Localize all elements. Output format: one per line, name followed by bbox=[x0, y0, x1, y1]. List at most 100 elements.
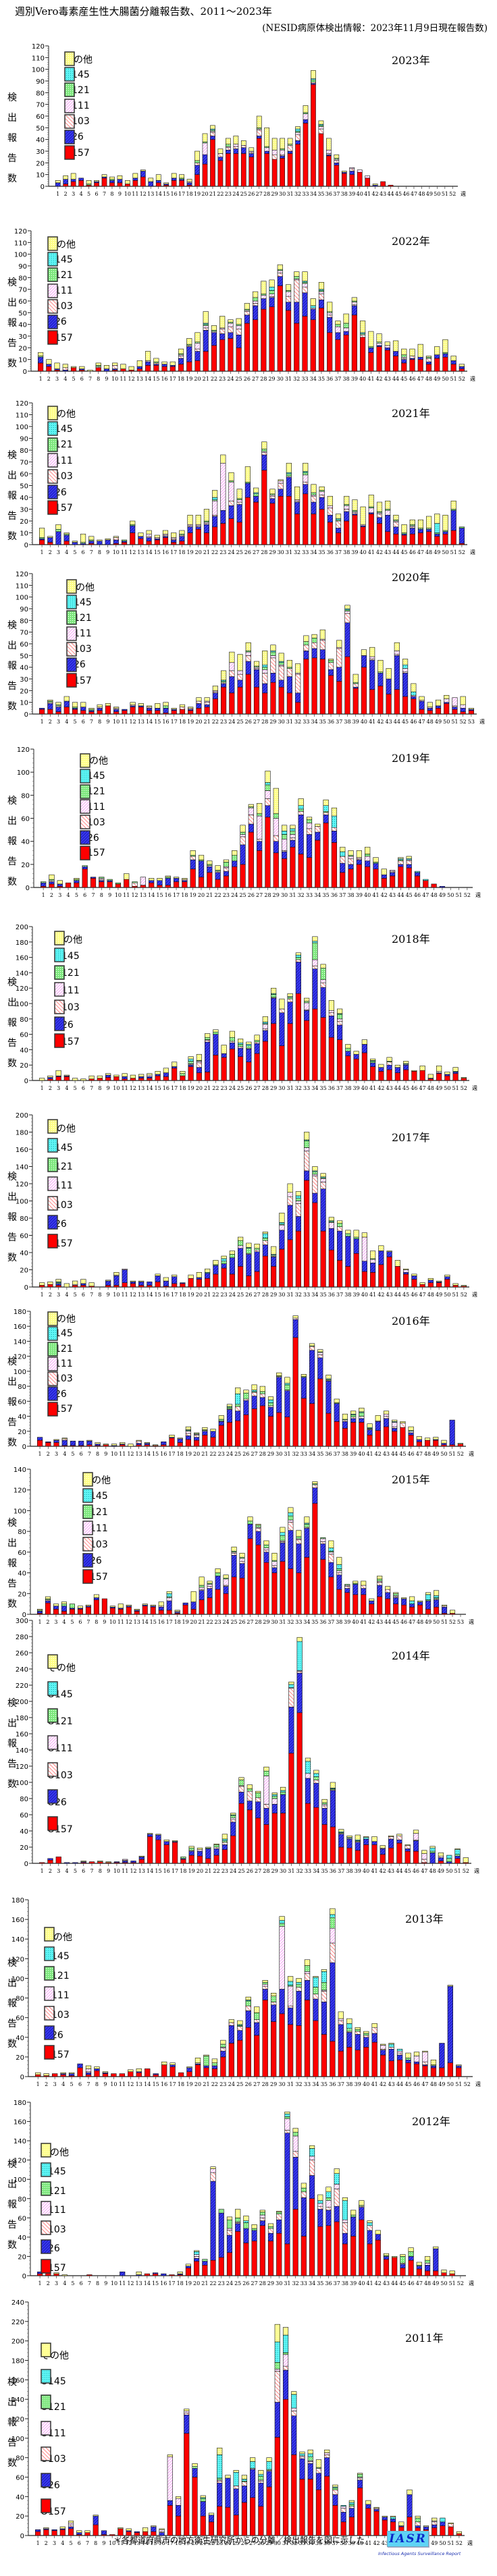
x-tick-label: 49 bbox=[435, 719, 442, 725]
bar-segment-O26 bbox=[377, 1585, 383, 1597]
bar-segment-O145 bbox=[233, 2471, 239, 2486]
bar-segment-O103 bbox=[210, 2172, 216, 2182]
bar-segment-O145 bbox=[317, 2200, 323, 2204]
x-tick-label: 37 bbox=[333, 191, 340, 197]
bar-segment-O26 bbox=[80, 1283, 86, 1286]
bar-segment-O121 bbox=[218, 1419, 224, 1421]
bar-segment-O157 bbox=[335, 339, 341, 372]
bar-segment-other bbox=[226, 138, 231, 144]
x-tick-label: 7 bbox=[90, 719, 93, 725]
bar-segment-O121 bbox=[286, 473, 292, 476]
x-tick-label: 35 bbox=[319, 719, 326, 725]
bar-segment-other bbox=[394, 1064, 400, 1068]
bar-segment-O157 bbox=[304, 1557, 310, 1615]
bar-segment-other bbox=[232, 850, 238, 856]
bar-segment-other bbox=[262, 1980, 268, 1983]
bar-segment-O157 bbox=[239, 1577, 245, 1615]
bar-segment-O26 bbox=[270, 2004, 277, 2022]
bar-week-37 bbox=[337, 1220, 343, 1288]
x-tick-label: 48 bbox=[427, 1085, 434, 1091]
bar-week-38 bbox=[336, 1557, 342, 1615]
x-tick-label: 19 bbox=[188, 1085, 194, 1091]
bar-week-50 bbox=[442, 339, 448, 372]
bar-segment-O111 bbox=[348, 856, 354, 859]
bar-segment-O157 bbox=[155, 1282, 161, 1288]
x-tick-label: 52 bbox=[460, 719, 467, 725]
bar-segment-O157 bbox=[359, 1422, 365, 1447]
bar-week-52 bbox=[460, 696, 466, 715]
x-tick-label: 3 bbox=[53, 2540, 56, 2546]
x-tick-label: 23 bbox=[221, 1292, 228, 1298]
x-tick-label: 13 bbox=[136, 1451, 142, 1457]
x-tick-label: 37 bbox=[339, 892, 346, 898]
bar-week-6 bbox=[76, 2530, 82, 2536]
x-tick-label: 52 bbox=[461, 1292, 467, 1298]
bar-week-3 bbox=[53, 2272, 59, 2276]
x-tick-label: 7 bbox=[86, 2540, 89, 2546]
x-tick-label: 44 bbox=[391, 1451, 398, 1457]
bar-segment-O121 bbox=[245, 2000, 251, 2006]
bar-segment-O103 bbox=[344, 613, 350, 624]
bar-segment-O26 bbox=[169, 2064, 176, 2067]
bar-segment-O157 bbox=[369, 689, 375, 715]
bar-segment-O157 bbox=[375, 1430, 381, 1447]
x-tick-label: 13 bbox=[134, 2540, 140, 2546]
bar-segment-O111 bbox=[304, 1147, 310, 1151]
y-tick-label: 30 bbox=[20, 676, 28, 684]
bar-segment-O121 bbox=[226, 144, 231, 147]
bar-segment-O157 bbox=[325, 1413, 332, 1447]
bar-segment-other bbox=[310, 298, 316, 306]
bar-segment-other bbox=[266, 2457, 272, 2462]
bar-week-37 bbox=[338, 2011, 344, 2077]
bar-week-4 bbox=[60, 2072, 66, 2077]
bar-week-25 bbox=[236, 318, 242, 372]
bar-segment-O145 bbox=[279, 1222, 285, 1225]
bar-week-17 bbox=[169, 2062, 176, 2077]
bar-segment-other bbox=[278, 653, 284, 662]
bar-segment-O26 bbox=[122, 1076, 128, 1080]
bar-segment-O157 bbox=[237, 2039, 243, 2077]
x-tick-label: 25 bbox=[240, 191, 247, 197]
bar-segment-other bbox=[236, 318, 242, 325]
bar-segment-O26 bbox=[213, 1265, 219, 1275]
y-tick-label: 180 bbox=[11, 1897, 24, 1904]
bar-week-12 bbox=[126, 2528, 132, 2536]
bar-segment-O121 bbox=[304, 1001, 310, 1004]
x-tick-label: 3 bbox=[57, 549, 60, 555]
legend-swatch-icon bbox=[47, 1157, 58, 1172]
bar-week-35 bbox=[318, 120, 324, 187]
x-tick-label: 24 bbox=[226, 1451, 233, 1457]
bar-segment-O145 bbox=[336, 1564, 342, 1569]
x-tick-label: 7 bbox=[88, 1451, 91, 1457]
bar-week-46 bbox=[408, 1426, 414, 1447]
bar-week-28 bbox=[258, 2470, 264, 2536]
x-tick-label: 43 bbox=[383, 1451, 390, 1457]
bar-segment-O111 bbox=[413, 1833, 419, 1840]
y-tick-label: 0 bbox=[20, 2074, 24, 2081]
x-tick-label: 28 bbox=[262, 1085, 269, 1091]
bar-segment-O157 bbox=[190, 869, 196, 888]
legend-item: O26 bbox=[64, 130, 93, 145]
bar-segment-other bbox=[355, 1834, 361, 1840]
bar-segment-O121 bbox=[336, 1568, 342, 1571]
bar-segment-other bbox=[336, 1557, 342, 1565]
bar-segment-other bbox=[43, 2073, 49, 2076]
bar-segment-O103 bbox=[350, 1417, 357, 1419]
y-tick-label: 140 bbox=[14, 2138, 26, 2145]
bar-segment-O121 bbox=[99, 877, 105, 879]
bar-week-4 bbox=[61, 1437, 68, 1447]
bar-segment-O121 bbox=[221, 1261, 227, 1264]
x-tick-label: 8 bbox=[110, 191, 113, 197]
x-tick-label: 47 bbox=[411, 191, 417, 197]
bar-week-36 bbox=[324, 2449, 330, 2536]
bar-segment-O157 bbox=[270, 2021, 277, 2077]
bar-segment-O26 bbox=[385, 514, 391, 532]
bar-segment-other bbox=[72, 1078, 78, 1081]
bar-segment-O26 bbox=[138, 1076, 145, 1078]
bar-week-8 bbox=[99, 877, 105, 888]
chart-panel-2011: 検出報告数 2011年 0 20 40 60 80 100 120 140 160 180 200 220… bbox=[0, 2291, 497, 2546]
bar-segment-other bbox=[153, 358, 159, 362]
bar-segment-O157 bbox=[427, 1078, 434, 1081]
x-tick-label: 22 bbox=[217, 191, 224, 197]
legend-swatch-icon bbox=[47, 1816, 58, 1831]
